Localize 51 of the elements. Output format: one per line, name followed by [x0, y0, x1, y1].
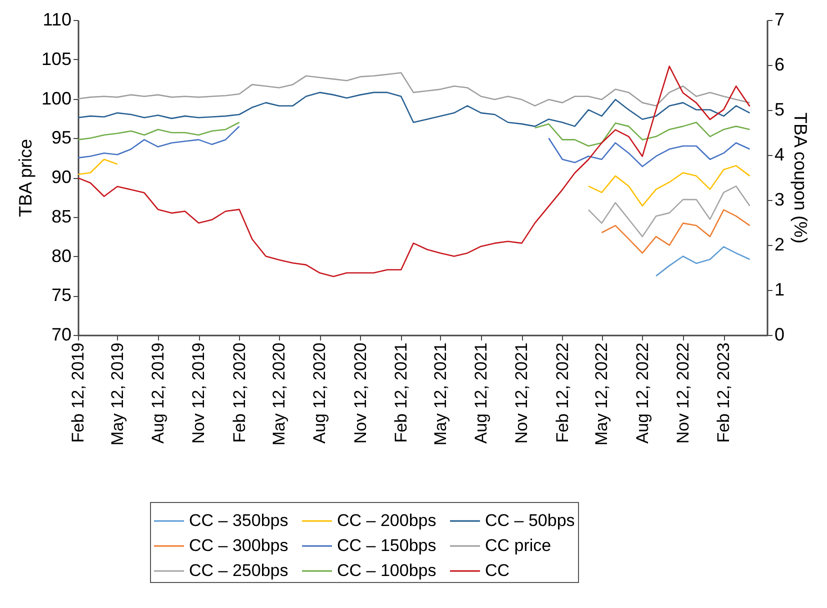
legend-label: CC – 50bps [485, 511, 575, 530]
legend-label: CC price [485, 536, 552, 555]
y2-tick-label: 6 [774, 54, 785, 74]
x-tick-label: Aug 12, 2020 [310, 342, 330, 444]
legend-label: CC – 300bps [189, 536, 288, 555]
x-tick-label: Nov 12, 2019 [189, 342, 208, 444]
y-tick-label: 80 [51, 246, 72, 266]
x-tick-label: Feb 12, 2019 [68, 342, 88, 443]
x-tick-label: May 12, 2022 [592, 342, 612, 446]
y-tick-label: 70 [51, 324, 72, 344]
y-tick-label: 100 [41, 88, 72, 108]
x-tick-label: Nov 12, 2022 [674, 342, 693, 444]
y-tick-label: 95 [51, 128, 72, 148]
y2-tick-label: 7 [774, 10, 785, 30]
x-tick-label: May 12, 2019 [108, 342, 127, 446]
y-tick-label: 90 [51, 167, 72, 187]
x-tick-label: Feb 12, 2022 [552, 342, 572, 443]
y2-tick-label: 4 [774, 144, 785, 164]
line-series [77, 92, 750, 127]
legend-label: CC – 150bps [337, 536, 436, 555]
y-tick-label: 110 [42, 10, 72, 30]
y-tick-label: 105 [41, 48, 72, 69]
x-tick-label: Aug 12, 2021 [472, 342, 491, 444]
legend-label: CC – 350bps [189, 511, 288, 530]
y-tick-label: 85 [51, 206, 72, 226]
legend-label: CC [485, 561, 510, 580]
y2-axis-title: TBA coupon (%) [790, 112, 811, 244]
x-tick-label: Nov 12, 2021 [512, 342, 532, 444]
x-tick-label: Feb 12, 2021 [392, 342, 411, 443]
y2-tick-label: 0 [774, 324, 785, 344]
y2-tick-label: 1 [774, 280, 785, 300]
line-series [601, 209, 750, 254]
line-series [77, 66, 750, 278]
x-tick-label: May 12, 2021 [430, 342, 450, 446]
y2-tick-label: 3 [774, 190, 785, 210]
y2-tick-label: 5 [774, 100, 785, 120]
legend-label: CC – 200bps [337, 511, 436, 530]
x-tick-label: May 12, 2020 [270, 342, 289, 446]
line-series [655, 246, 750, 277]
legend-label: CC – 100bps [337, 561, 436, 580]
y-axis-title: TBA price [15, 138, 36, 218]
x-tick-label: Nov 12, 2020 [350, 342, 370, 444]
x-tick-label: Aug 12, 2019 [148, 342, 168, 444]
legend-label: CC – 250bps [189, 561, 288, 580]
y2-tick-label: 2 [774, 234, 785, 254]
line-series [588, 186, 750, 238]
line-series [77, 72, 750, 106]
x-tick-label: Feb 12, 2023 [714, 342, 734, 443]
y-tick-label: 75 [51, 285, 72, 306]
x-tick-label: Feb 12, 2020 [230, 342, 249, 443]
x-tick-label: Aug 12, 2022 [632, 342, 652, 444]
